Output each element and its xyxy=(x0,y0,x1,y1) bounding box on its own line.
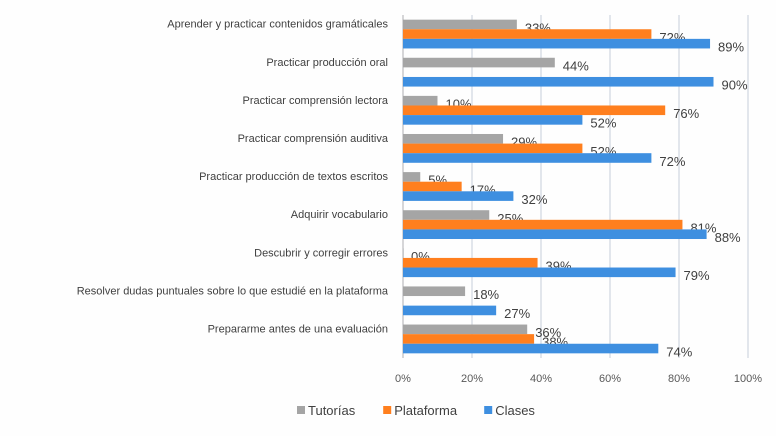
data-label: 88% xyxy=(715,230,741,245)
bar-tutorías xyxy=(403,248,404,258)
data-label: 44% xyxy=(563,58,589,73)
legend-label: Tutorías xyxy=(308,403,356,418)
data-label: 32% xyxy=(521,192,547,207)
bar-plataforma xyxy=(403,105,666,116)
bar-plataforma xyxy=(403,219,683,230)
bar-tutorías xyxy=(403,324,528,335)
category-label: Aprender y practicar contenidos gramátic… xyxy=(167,19,388,31)
bar-tutorías xyxy=(403,19,517,30)
bar-clases xyxy=(403,267,676,278)
bar-plataforma xyxy=(403,334,535,344)
legend-swatch xyxy=(297,406,305,414)
bar-plataforma xyxy=(403,143,583,154)
bar-plataforma xyxy=(403,257,538,268)
category-label: Resolver dudas puntuales sobre lo que es… xyxy=(77,285,389,297)
data-label: 79% xyxy=(684,268,710,283)
bar-clases xyxy=(403,38,711,49)
bar-clases xyxy=(403,76,714,87)
bar-tutorías xyxy=(403,133,504,144)
bar-clases xyxy=(403,229,707,240)
x-tick-label: 0% xyxy=(395,373,411,385)
data-label: 76% xyxy=(673,106,699,121)
data-label: 72% xyxy=(659,154,685,169)
data-label: 89% xyxy=(718,39,744,54)
bar-plataforma xyxy=(403,29,652,39)
legend-swatch xyxy=(383,406,392,414)
category-label: Practicar producción oral xyxy=(266,57,388,69)
category-label: Practicar comprensión auditiva xyxy=(238,133,389,145)
data-label: 18% xyxy=(473,287,499,302)
category-label: Prepararme antes de una evaluación xyxy=(208,324,388,336)
bar-tutorías xyxy=(403,57,555,68)
bar-clases xyxy=(403,115,583,125)
bar-tutorías xyxy=(403,286,466,297)
bar-tutorías xyxy=(403,95,438,106)
data-label: 52% xyxy=(590,116,616,131)
x-tick-label: 80% xyxy=(668,373,690,385)
legend-label: Clases xyxy=(495,403,535,418)
category-label: Practicar comprensión lectora xyxy=(242,95,388,107)
legend-label: Plataforma xyxy=(394,403,458,418)
bar-plataforma xyxy=(403,181,462,192)
category-label: Adquirir vocabulario xyxy=(291,209,388,221)
bar-clases xyxy=(403,305,497,316)
legend-swatch xyxy=(484,406,493,414)
x-tick-label: 100% xyxy=(734,373,762,385)
data-label: 27% xyxy=(504,306,530,321)
data-label: 36% xyxy=(535,325,561,340)
category-label: Descubrir y corregir errores xyxy=(254,247,388,259)
data-label: 90% xyxy=(722,78,748,93)
bar-tutorías xyxy=(403,172,421,182)
bar-clases xyxy=(403,343,659,354)
x-tick-label: 20% xyxy=(461,373,483,385)
x-tick-label: 40% xyxy=(530,373,552,385)
x-tick-label: 60% xyxy=(599,373,621,385)
bar-clases xyxy=(403,191,514,201)
bar-clases xyxy=(403,153,652,163)
data-label: 74% xyxy=(666,344,692,359)
category-label: Practicar producción de textos escritos xyxy=(199,171,388,183)
bar-tutorías xyxy=(403,210,490,220)
